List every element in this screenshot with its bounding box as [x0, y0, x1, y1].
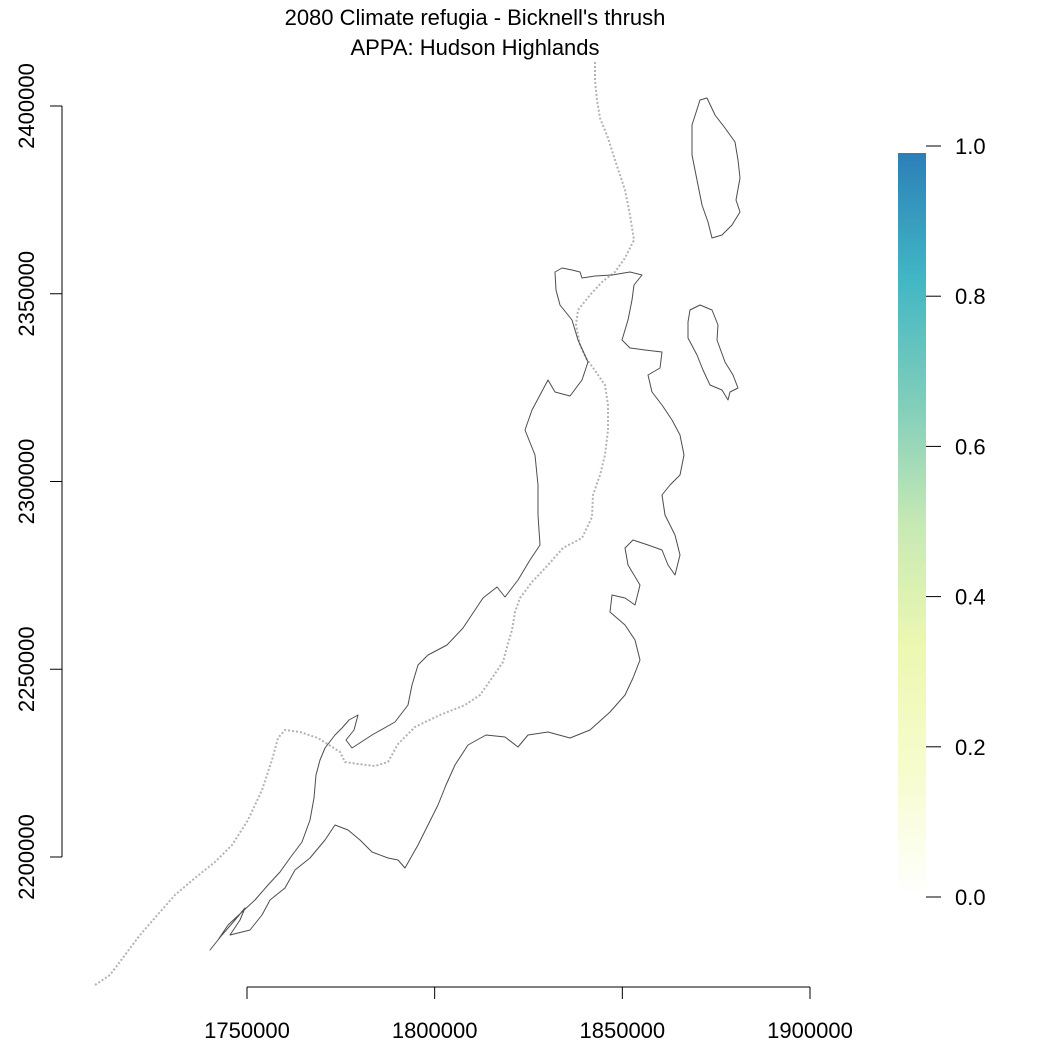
x-axis: 1750000 1800000 1850000 1900000: [204, 986, 853, 1043]
appa-north-parcel-2: [687, 304, 739, 401]
y-axis: 2200000 2250000 2300000 2350000 2400000: [14, 63, 63, 900]
state-boundary-line: [94, 62, 635, 986]
legend-ticks: 0.0 0.2 0.4 0.6 0.8 1.0: [926, 134, 986, 910]
x-tick-label: 1750000: [204, 1018, 290, 1043]
legend-tick-label: 1.0: [955, 134, 986, 159]
legend-tick-label: 0.8: [955, 284, 986, 309]
y-tick-label: 2300000: [14, 439, 39, 525]
map-layer: [94, 62, 741, 986]
x-tick-label: 1850000: [580, 1018, 666, 1043]
legend-tick-label: 0.2: [955, 735, 986, 760]
x-tick-label: 1900000: [767, 1018, 853, 1043]
y-tick-label: 2400000: [14, 63, 39, 149]
x-tick-label: 1800000: [392, 1018, 478, 1043]
y-tick-label: 2200000: [14, 814, 39, 900]
map-subtitle: APPA: Hudson Highlands: [350, 35, 600, 60]
legend-tick-label: 0.4: [955, 585, 986, 610]
legend-tick-label: 0.0: [955, 885, 986, 910]
map-title: 2080 Climate refugia - Bicknell's thrush: [284, 5, 666, 30]
legend-tick-label: 0.6: [955, 434, 986, 459]
y-tick-label: 2350000: [14, 251, 39, 337]
appa-north-parcel-1: [691, 97, 741, 239]
y-tick-label: 2250000: [14, 626, 39, 712]
legend-color-bar: [898, 153, 926, 897]
appa-corridor-boundary: [209, 267, 685, 951]
color-legend: 0.0 0.2 0.4 0.6 0.8 1.0: [898, 134, 986, 910]
